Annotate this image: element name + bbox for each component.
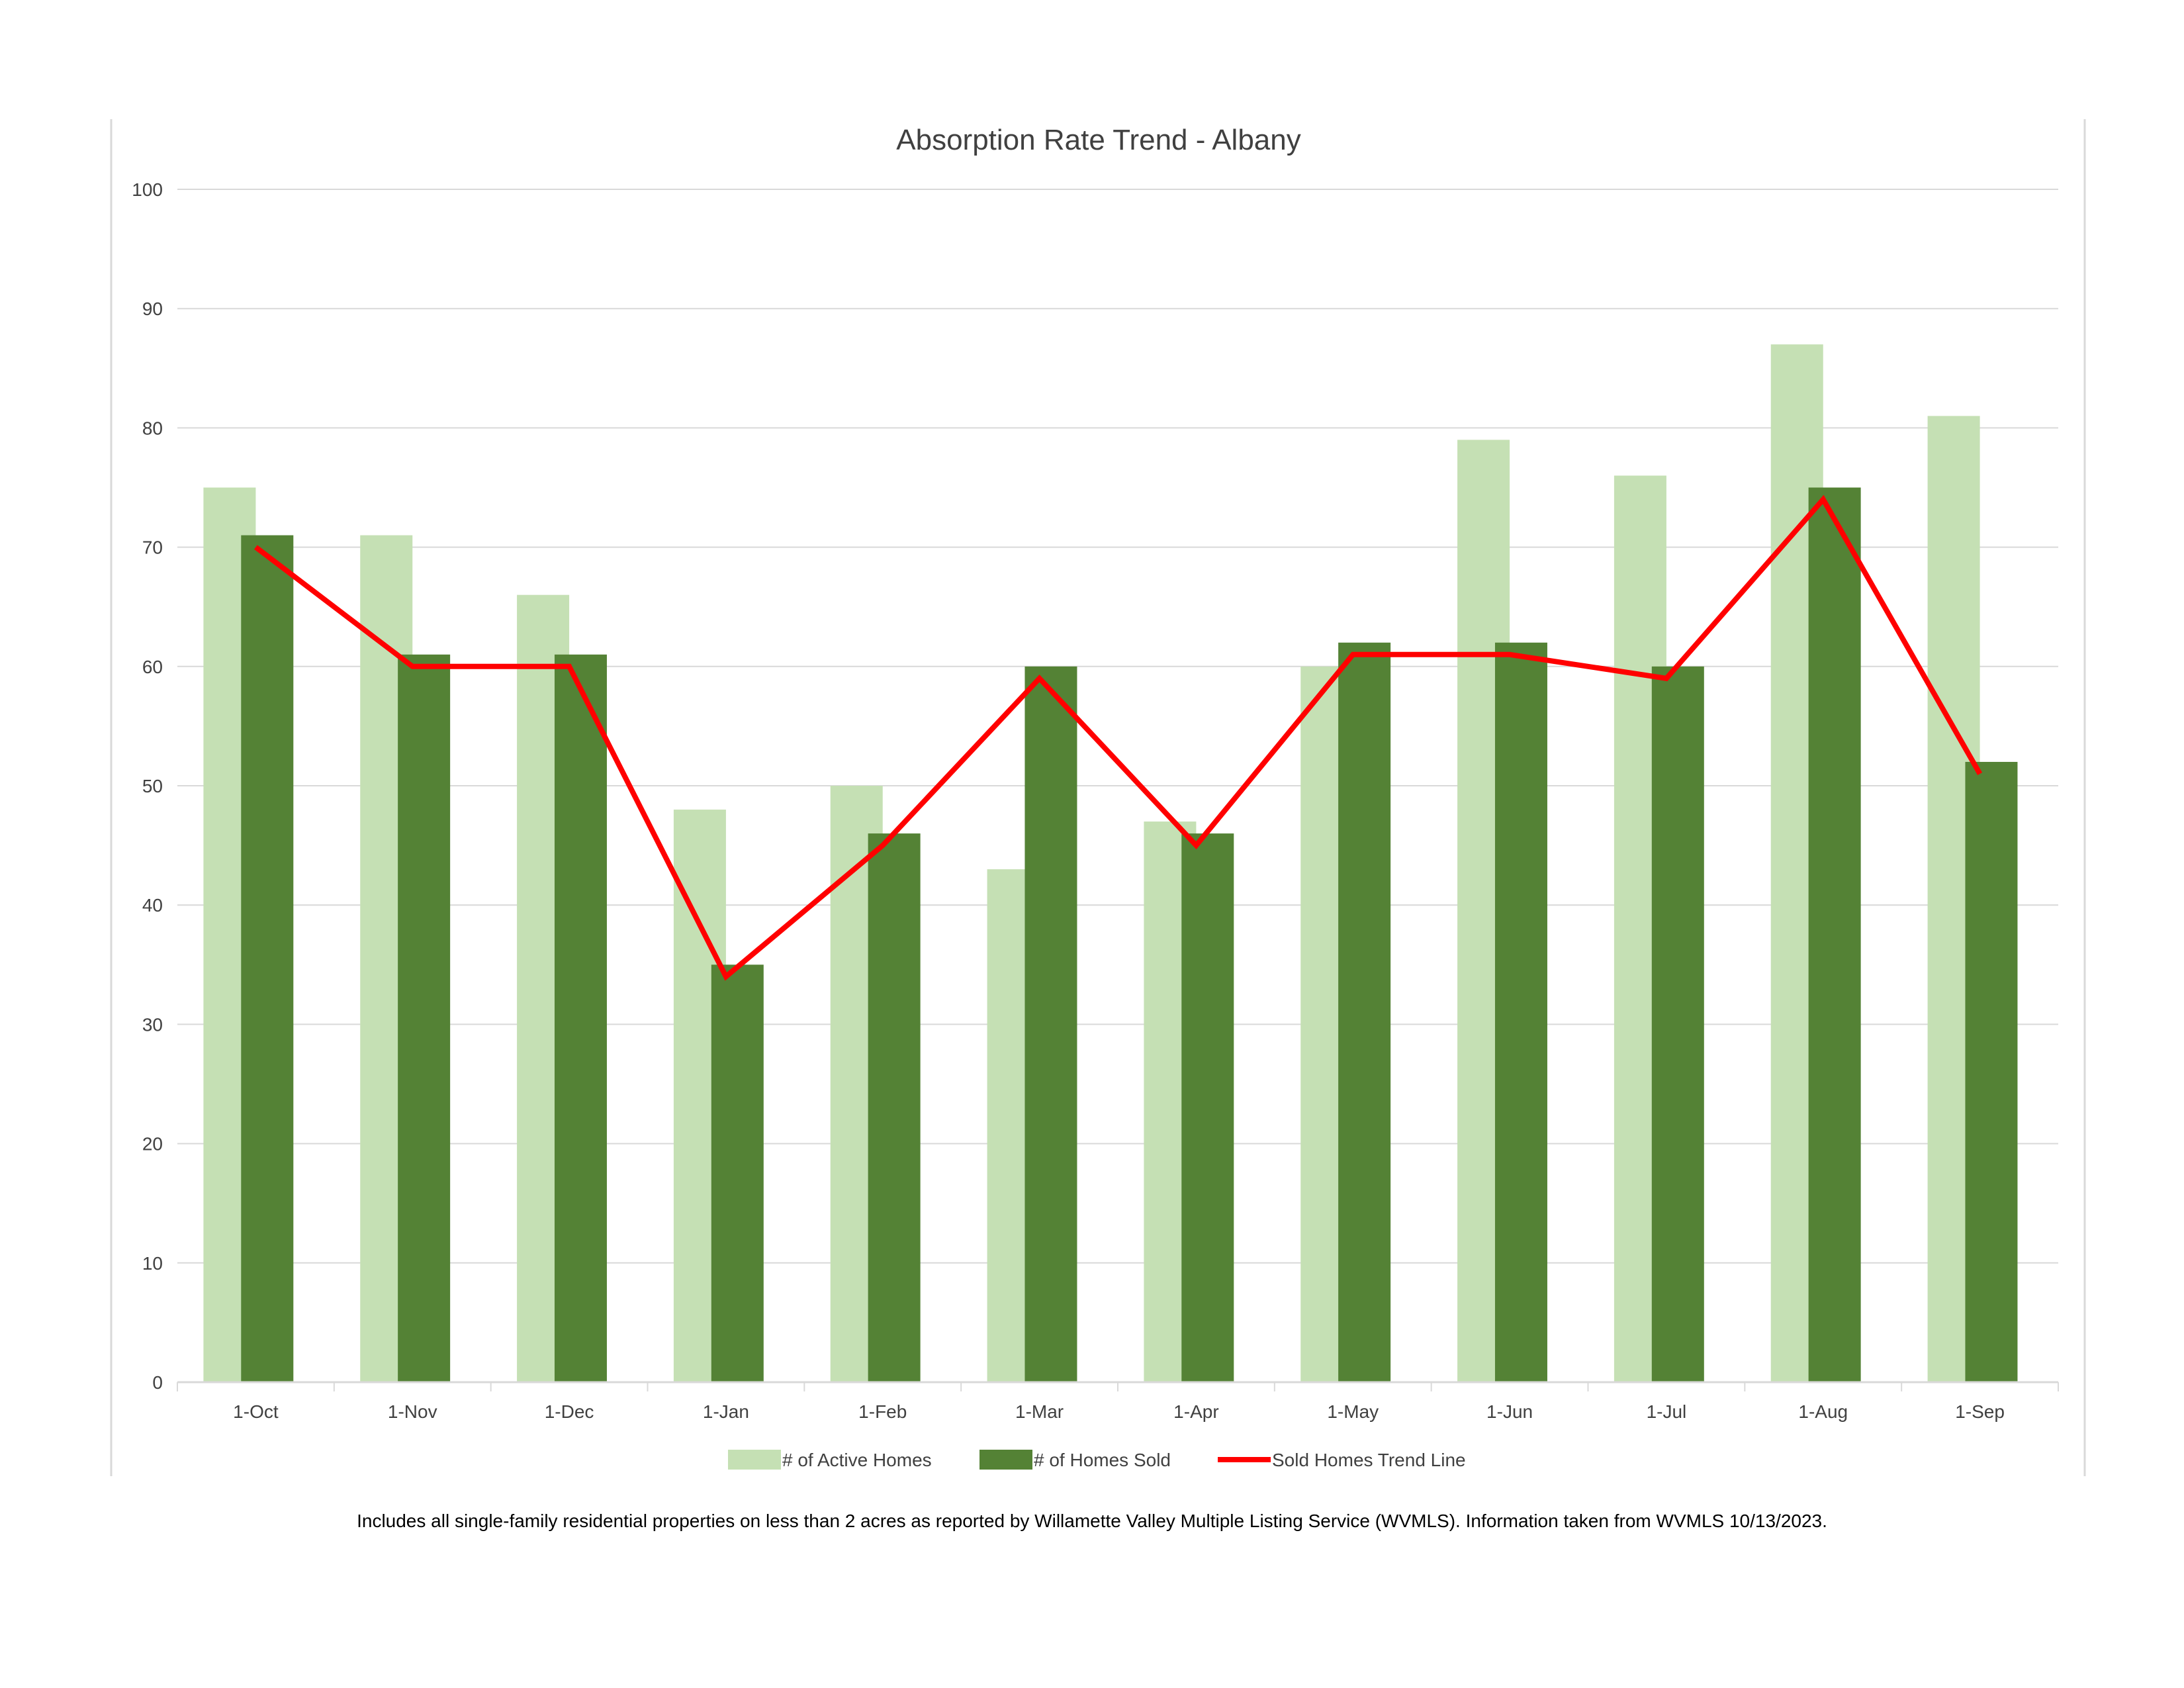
legend-swatch xyxy=(979,1450,1032,1470)
x-tick-label: 1-Jun xyxy=(1486,1401,1533,1422)
bar-homes-sold xyxy=(1651,666,1704,1382)
y-tick-label: 50 xyxy=(142,776,163,796)
bars xyxy=(203,344,2018,1383)
y-tick-label: 100 xyxy=(132,179,163,200)
bar-homes-sold xyxy=(398,654,451,1382)
x-tick-label: 1-Aug xyxy=(1798,1401,1848,1422)
y-tick-label: 70 xyxy=(142,538,163,558)
x-tick-label: 1-Jul xyxy=(1647,1401,1687,1422)
x-tick-label: 1-Sep xyxy=(1955,1401,2005,1422)
legend-label: # of Homes Sold xyxy=(1034,1450,1171,1470)
x-tick-label: 1-Feb xyxy=(858,1401,907,1422)
legend-label: Sold Homes Trend Line xyxy=(1272,1450,1466,1470)
x-tick-label: 1-May xyxy=(1327,1401,1379,1422)
x-tick-label: 1-Dec xyxy=(545,1401,594,1422)
gridlines xyxy=(177,189,2058,1264)
y-tick-label: 0 xyxy=(152,1372,163,1393)
bar-homes-sold xyxy=(241,535,294,1382)
y-tick-label: 10 xyxy=(142,1253,163,1274)
bar-homes-sold xyxy=(1494,642,1547,1382)
chart-title: Absorption Rate Trend - Albany xyxy=(896,124,1300,156)
y-tick-label: 60 xyxy=(142,657,163,677)
x-tick-label: 1-Mar xyxy=(1015,1401,1064,1422)
trend-line-layer xyxy=(253,494,1983,981)
trend-line xyxy=(253,494,1983,981)
x-tick-label: 1-Nov xyxy=(388,1401,437,1422)
bar-homes-sold xyxy=(1808,487,1861,1382)
x-axis-ticks: 1-Oct 1-Nov 1-Dec 1-Jan 1-Feb 1-Mar 1-Apr 1-May… xyxy=(177,1382,2059,1422)
x-tick-label: 1-Jan xyxy=(703,1401,749,1422)
legend-swatch xyxy=(728,1450,781,1470)
legend-label: # of Active Homes xyxy=(782,1450,932,1470)
bar-homes-sold xyxy=(1338,642,1391,1382)
y-tick-label: 20 xyxy=(142,1134,163,1154)
y-tick-label: 30 xyxy=(142,1014,163,1035)
x-tick-label: 1-Oct xyxy=(233,1401,279,1422)
bar-homes-sold xyxy=(1965,761,2018,1382)
bar-homes-sold xyxy=(554,654,607,1382)
bar-homes-sold xyxy=(1024,666,1077,1382)
bar-homes-sold xyxy=(1181,833,1234,1382)
y-tick-label: 40 xyxy=(142,895,163,915)
footnote: Includes all single-family residential p… xyxy=(357,1511,1827,1531)
y-axis-ticks: 0 10 20 30 40 50 60 70 80 90 100 xyxy=(132,179,163,1393)
legend: # of Active Homes # of Homes Sold Sold Hom… xyxy=(728,1450,1466,1470)
bar-homes-sold xyxy=(868,833,921,1382)
bar-homes-sold xyxy=(711,964,764,1382)
x-tick-label: 1-Apr xyxy=(1173,1401,1218,1422)
y-tick-label: 80 xyxy=(142,418,163,438)
y-tick-label: 90 xyxy=(142,299,163,319)
